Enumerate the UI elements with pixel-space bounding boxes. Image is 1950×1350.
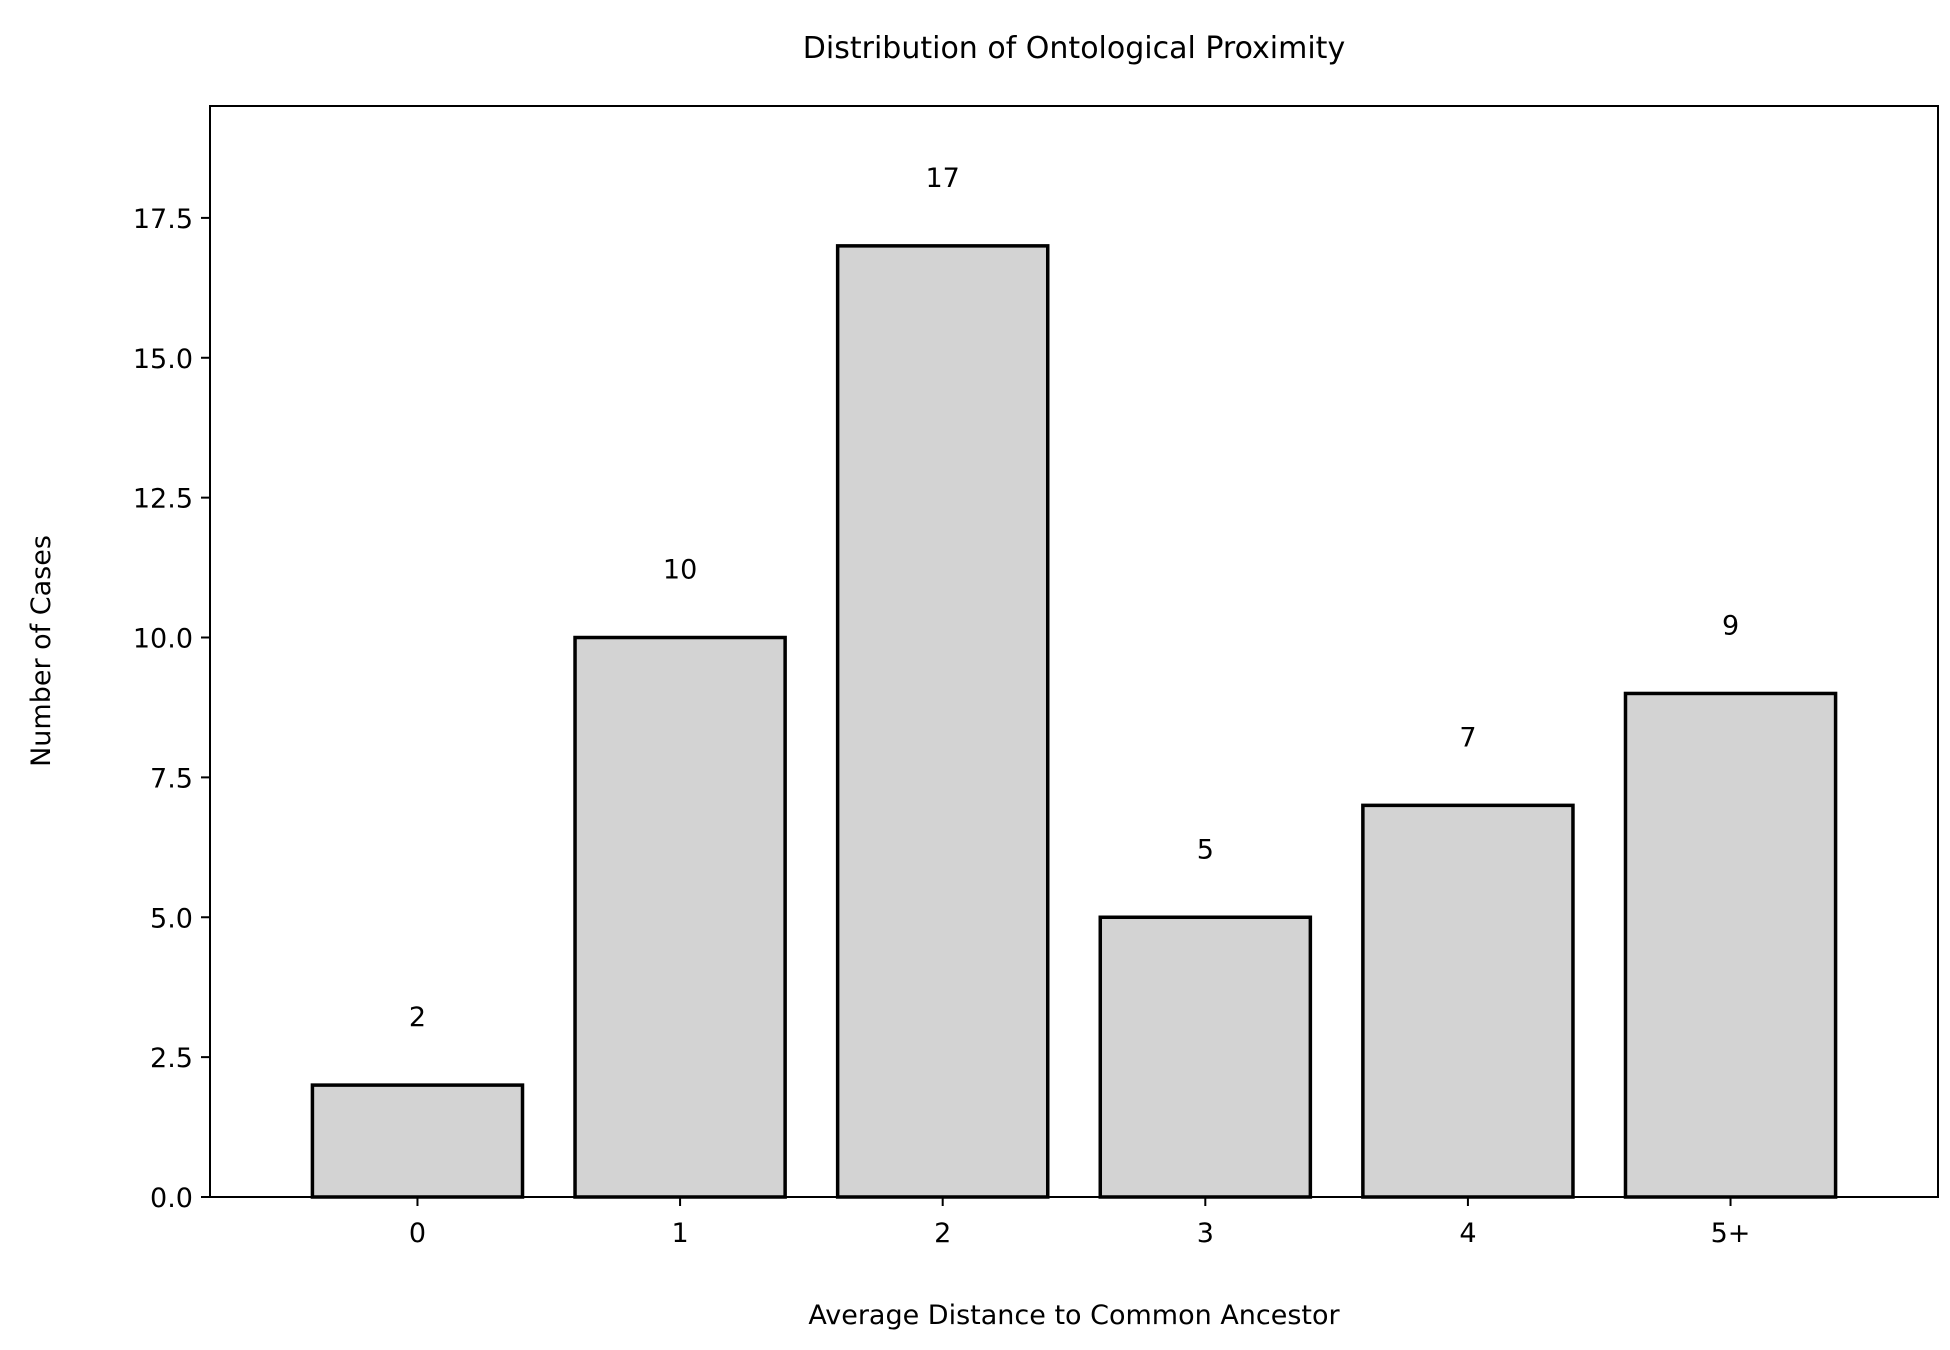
- ticks-layer: 0 1 2 3 4 5+ 0.0 2.5 5.0 7.5 10.0 12.5 15.0 17.5: [133, 204, 1751, 1249]
- y-tick-label-5.0: 5.0: [150, 903, 193, 934]
- bar-2: [835, 244, 1050, 1199]
- chart-title: Distribution of Ontological Proximity: [803, 31, 1345, 66]
- data-label-2: 17: [926, 163, 960, 194]
- y-tick-label-12.5: 12.5: [133, 484, 193, 515]
- bar-0: [310, 1083, 525, 1199]
- y-tick-label-2.5: 2.5: [150, 1043, 193, 1074]
- data-label-0: 2: [409, 1002, 426, 1033]
- x-tick-label-4: 4: [1459, 1218, 1476, 1249]
- x-tick-label-2: 2: [934, 1218, 951, 1249]
- y-tick-label-10.0: 10.0: [133, 624, 193, 655]
- bar-3: [1098, 915, 1313, 1199]
- data-label-4: 7: [1459, 722, 1476, 753]
- x-tick-label-5+: 5+: [1711, 1218, 1751, 1249]
- bar-1: [573, 635, 787, 1199]
- bars-layer: [310, 244, 1838, 1199]
- y-tick-label-15.0: 15.0: [133, 344, 193, 375]
- x-axis-label: Average Distance to Common Ancestor: [808, 1300, 1340, 1331]
- bar-5+: [1623, 691, 1838, 1199]
- y-tick-label-7.5: 7.5: [150, 763, 193, 794]
- y-tick-label-0.0: 0.0: [150, 1183, 193, 1214]
- x-tick-label-1: 1: [671, 1218, 688, 1249]
- y-tick-label-17.5: 17.5: [133, 204, 193, 235]
- plot-frame: [209, 105, 1939, 1198]
- data-label-3: 5: [1197, 834, 1214, 865]
- data-labels-layer: 2 10 17 5 7 9: [409, 163, 1739, 1033]
- x-tick-label-0: 0: [409, 1218, 426, 1249]
- data-label-5+: 9: [1722, 611, 1739, 642]
- x-tick-label-3: 3: [1197, 1218, 1214, 1249]
- data-label-1: 10: [663, 555, 697, 586]
- bar-4: [1361, 803, 1575, 1199]
- y-axis-label: Number of Cases: [26, 535, 57, 767]
